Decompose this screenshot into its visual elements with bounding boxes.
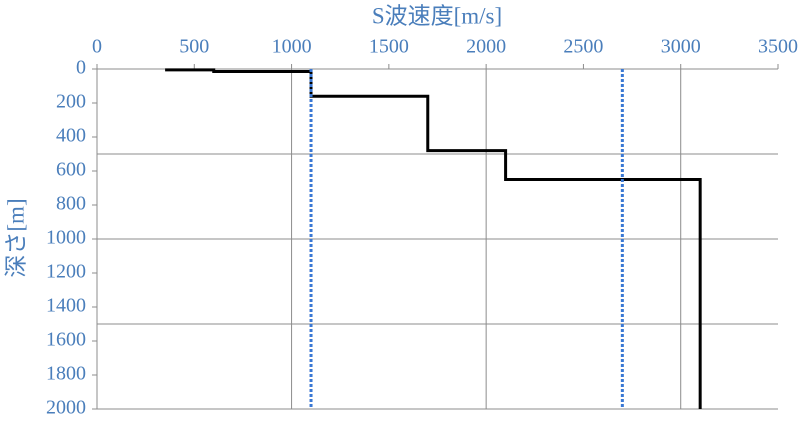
x-tick-label: 2500 [563, 36, 603, 58]
x-tick-label: 2000 [466, 36, 506, 58]
y-tick-label: 2000 [46, 397, 86, 419]
y-tick-label: 800 [56, 193, 86, 215]
y-tick-label: 0 [76, 57, 86, 79]
x-tick-label: 3000 [661, 36, 701, 58]
y-tick-label: 400 [56, 125, 86, 147]
x-tick-label: 1500 [369, 36, 409, 58]
y-tick-label: 1400 [46, 295, 86, 317]
x-tick-label: 500 [179, 36, 209, 58]
series-line [165, 68, 702, 409]
y-tick-label: 200 [56, 91, 86, 113]
x-tick-label: 3500 [758, 36, 798, 58]
y-tick-label: 1600 [46, 329, 86, 351]
x-axis-title: S波速度[m/s] [372, 3, 502, 28]
y-axis-title: 深さ[m] [3, 198, 28, 277]
x-tick-label: 0 [92, 36, 102, 58]
y-tick-label: 1000 [46, 227, 86, 249]
y-tick-label: 1800 [46, 363, 86, 385]
x-tick-label: 1000 [272, 36, 312, 58]
y-tick-label: 1200 [46, 261, 86, 283]
y-tick-label: 600 [56, 159, 86, 181]
